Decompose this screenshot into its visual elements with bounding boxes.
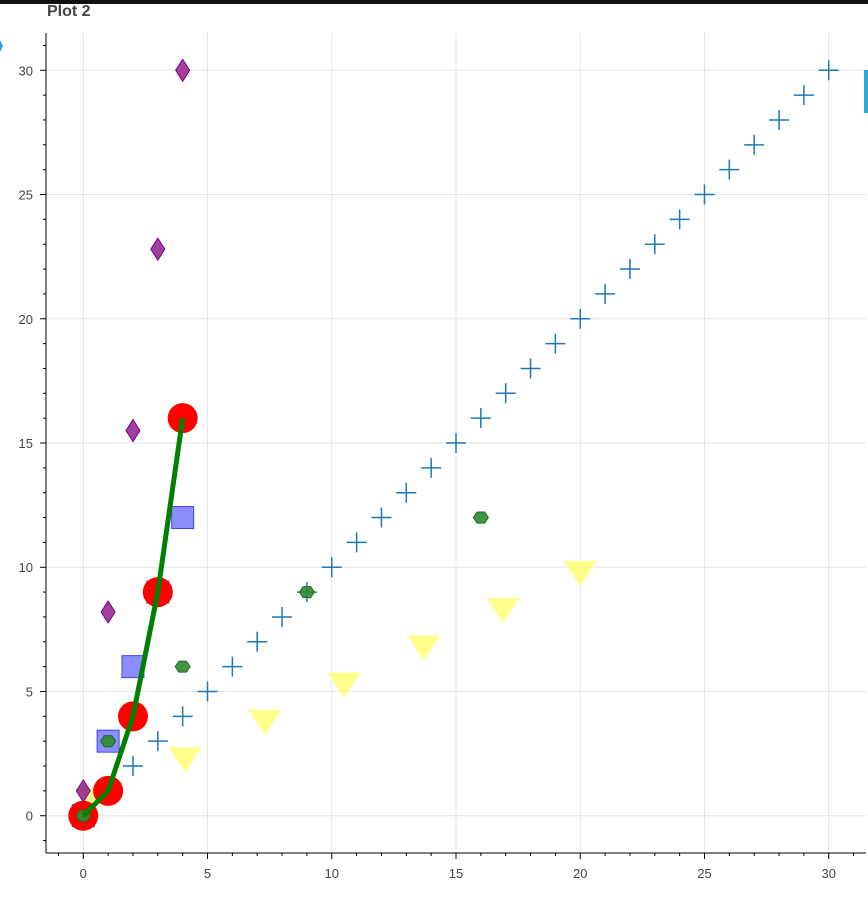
x-tick-label-4: 20: [573, 866, 587, 881]
cross-point-21: [595, 283, 616, 304]
x-axis-ticks: 0 5 10 15 20 25 30: [57, 853, 855, 881]
cross-point-7: [247, 631, 268, 652]
x-tick-1: 5: [204, 853, 211, 881]
cross-point-20: [570, 308, 591, 329]
hex-point-3: [298, 586, 316, 599]
cross-point-6: [222, 656, 243, 677]
y-tick-0: 0: [26, 809, 46, 824]
y-tick-label-3: 15: [19, 436, 33, 451]
y-tick-label-2: 10: [19, 560, 33, 575]
cross-point-14: [421, 457, 442, 478]
data-marks: [68, 58, 839, 831]
y-tick-4: 20: [19, 312, 46, 327]
cross-point-12: [371, 507, 392, 528]
cross-point-2: [122, 756, 143, 777]
cross-point-3: [147, 731, 168, 752]
x-tick-2: 10: [325, 853, 339, 881]
x-tick-label-6: 30: [821, 866, 835, 881]
x-tick-0: 0: [80, 853, 87, 881]
inverted_triangle-point-6: [563, 560, 598, 587]
y-tick-label-0: 0: [26, 809, 33, 824]
y-tick-6: 30: [19, 63, 46, 78]
cross-point-13: [396, 482, 417, 503]
right-edge-mark: [864, 70, 868, 113]
y-axis-ticks: 0 5 10 15 20 25 30: [19, 44, 46, 842]
diamond-point-4: [175, 58, 191, 83]
x-tick-3: 15: [449, 853, 463, 881]
cross-point-19: [545, 333, 566, 354]
cross-point-16: [470, 408, 491, 429]
hex-point-2: [174, 660, 191, 673]
cross-point-29: [793, 85, 814, 106]
left-edge-mark: [0, 40, 3, 52]
inverted_triangle-point-2: [247, 709, 282, 736]
y-tick-label-5: 25: [19, 188, 33, 203]
hex-point-1: [100, 735, 117, 748]
cross-point-24: [669, 209, 690, 230]
cross-point-11: [346, 532, 367, 553]
cross-point-30: [818, 60, 839, 81]
y-tick-label-1: 5: [26, 684, 33, 699]
cross-point-22: [619, 259, 640, 280]
y-tick-label-6: 30: [19, 63, 33, 78]
cross-point-15: [446, 433, 466, 453]
cross-point-26: [719, 159, 740, 180]
series-line: [81, 417, 186, 818]
y-tick-3: 15: [19, 436, 46, 451]
x-tick-label-3: 15: [449, 866, 463, 881]
x-tick-5: 25: [697, 853, 712, 881]
x-tick-4: 20: [573, 853, 587, 881]
diamond-point-1: [100, 600, 116, 624]
plot-title: Plot 2: [47, 3, 91, 20]
y-tick-1: 5: [26, 684, 46, 699]
series-hex: [75, 511, 489, 822]
cross-point-17: [495, 383, 516, 404]
cross-point-27: [744, 134, 765, 155]
cross-point-28: [769, 109, 790, 130]
x-tick-label-5: 25: [697, 866, 711, 881]
x-tick-label-0: 0: [80, 866, 87, 881]
y-tick-2: 10: [19, 560, 46, 575]
square-point-4: [171, 506, 195, 530]
diamond-point-0: [75, 778, 91, 803]
inverted_triangle-point-4: [406, 635, 441, 661]
y-tick-label-4: 20: [19, 312, 33, 327]
hex-point-4: [472, 511, 489, 524]
cross-point-25: [694, 184, 715, 205]
cross-point-5: [197, 681, 218, 702]
series-diamond: [75, 58, 191, 803]
x-tick-label-1: 5: [204, 866, 211, 881]
cross-point-10: [321, 557, 342, 578]
series-cross: [73, 60, 839, 826]
top-edge-bar: [0, 0, 868, 4]
inverted_triangle-point-3: [327, 672, 362, 698]
diamond-point-2: [125, 418, 141, 443]
y-tick-5: 25: [19, 188, 46, 203]
diamond-point-3: [150, 237, 166, 262]
cross-point-8: [272, 606, 293, 627]
x-tick-6: 30: [821, 853, 836, 881]
series-line: [81, 417, 186, 818]
inverted_triangle-point-5: [486, 597, 521, 624]
cross-point-23: [644, 234, 665, 255]
cross-point-18: [520, 358, 541, 379]
cross-point-4: [172, 706, 193, 727]
left-edge-decoration: [0, 40, 3, 52]
inverted_triangle-point-1: [168, 747, 203, 773]
series-inverted_triangle: [76, 560, 598, 813]
x-tick-label-2: 10: [325, 866, 339, 881]
